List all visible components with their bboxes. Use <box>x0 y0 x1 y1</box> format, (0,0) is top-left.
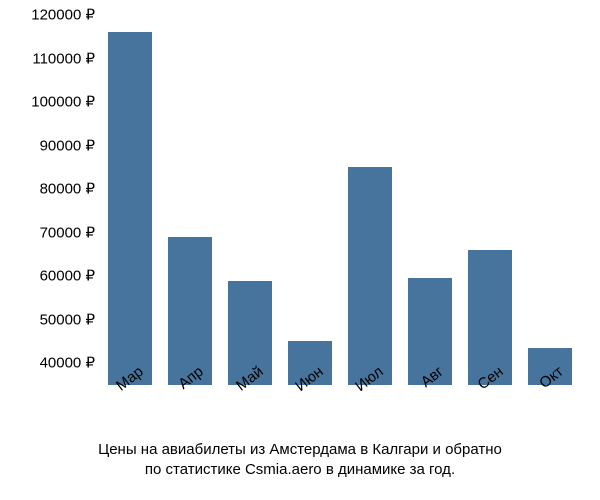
y-tick-label: 70000 ₽ <box>0 225 95 240</box>
y-tick-label: 80000 ₽ <box>0 182 95 197</box>
caption-line-1: Цены на авиабилеты из Амстердама в Калга… <box>98 441 502 458</box>
bar <box>348 167 391 385</box>
caption-line-2: по статистике Csmia.aero в динамике за г… <box>145 461 455 478</box>
y-tick-label: 100000 ₽ <box>0 95 95 110</box>
y-tick-label: 120000 ₽ <box>0 8 95 23</box>
y-axis-labels: 40000 ₽ 50000 ₽ 60000 ₽ 70000 ₽ 80000 ₽ 90000… <box>0 15 95 385</box>
y-tick-label: 90000 ₽ <box>0 138 95 153</box>
bar <box>108 32 151 385</box>
plot-area <box>100 15 580 385</box>
chart-caption: Цены на авиабилеты из Амстердама в Калга… <box>0 440 600 481</box>
chart-container: 40000 ₽ 50000 ₽ 60000 ₽ 70000 ₽ 80000 ₽ 90000… <box>0 0 600 500</box>
y-tick-label: 110000 ₽ <box>0 51 95 66</box>
y-tick-label: 50000 ₽ <box>0 312 95 327</box>
bar <box>168 237 211 385</box>
y-tick-label: 60000 ₽ <box>0 269 95 284</box>
y-tick-label: 40000 ₽ <box>0 356 95 371</box>
x-axis-labels: МарАпрМайИюнИюлАвгСенОкт <box>100 390 580 440</box>
bar <box>468 250 511 385</box>
